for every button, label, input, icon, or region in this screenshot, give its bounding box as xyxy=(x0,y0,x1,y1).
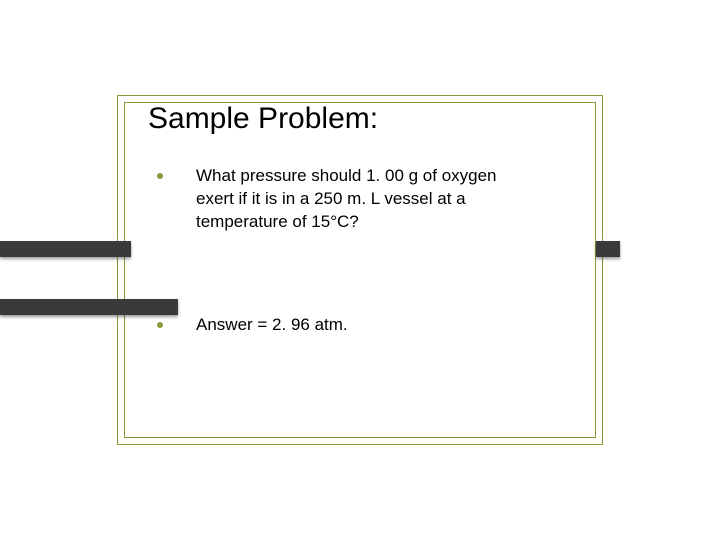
bullet-text: What pressure should 1. 00 g of oxygen e… xyxy=(196,165,506,234)
decor-bar-right-upper xyxy=(596,241,620,257)
bullet-item: Answer = 2. 96 atm. xyxy=(157,314,577,337)
bullet-item: What pressure should 1. 00 g of oxygen e… xyxy=(157,165,577,234)
slide: Sample Problem: What pressure should 1. … xyxy=(0,0,720,540)
bullet-text: Answer = 2. 96 atm. xyxy=(196,314,348,337)
decor-bar-left-lower xyxy=(0,299,178,315)
bullet-icon xyxy=(157,173,163,179)
bullet-icon xyxy=(157,322,163,328)
decor-bar-left-upper xyxy=(0,241,131,257)
bullet-list: What pressure should 1. 00 g of oxygen e… xyxy=(157,165,577,417)
slide-title: Sample Problem: xyxy=(148,102,378,136)
